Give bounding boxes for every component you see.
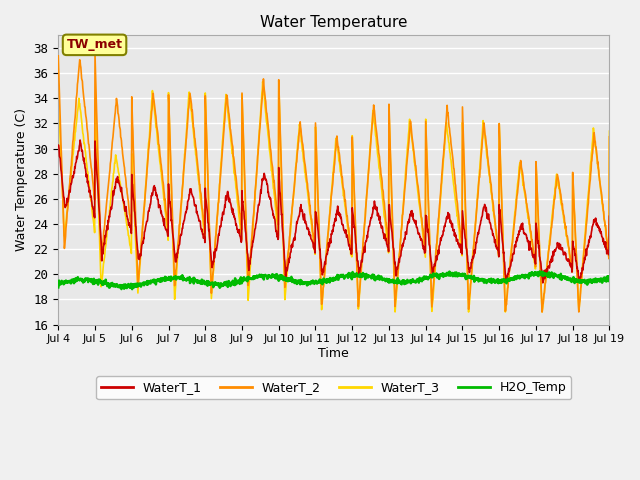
Legend: WaterT_1, WaterT_2, WaterT_3, H2O_Temp: WaterT_1, WaterT_2, WaterT_3, H2O_Temp (97, 376, 572, 399)
Title: Water Temperature: Water Temperature (260, 15, 408, 30)
Y-axis label: Water Temperature (C): Water Temperature (C) (15, 108, 28, 252)
X-axis label: Time: Time (319, 347, 349, 360)
Text: TW_met: TW_met (67, 38, 122, 51)
